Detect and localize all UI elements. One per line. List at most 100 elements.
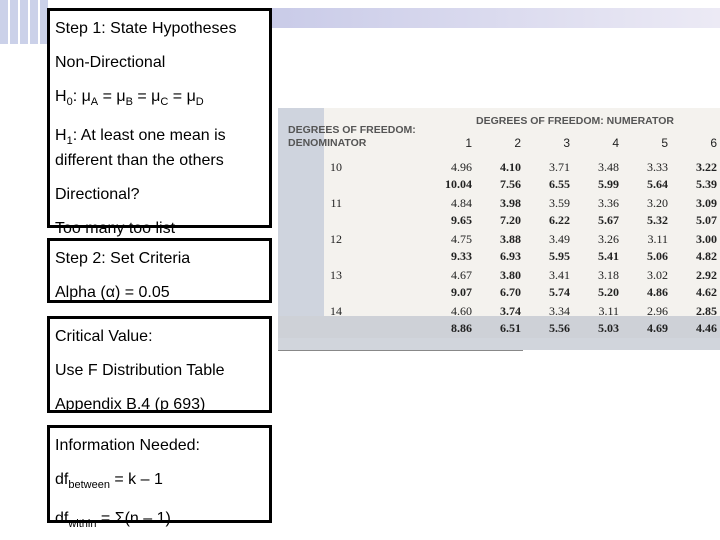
cell: 5.99 <box>598 177 619 191</box>
text: = Σ(n – 1) <box>96 510 171 528</box>
text-line: Appendix B.4 (p 693) <box>55 395 269 415</box>
text: Step 1: State Hypotheses <box>55 20 237 37</box>
text: Too many too list <box>55 220 176 238</box>
column-header: 1 <box>465 136 472 150</box>
cell: 3.11 <box>647 232 668 246</box>
text: Non-Directional <box>55 54 166 71</box>
text: Alpha (α) = 0.05 <box>55 284 170 301</box>
cell: 6.55 <box>549 177 570 191</box>
subscript: B <box>125 96 133 109</box>
row-label: 14 <box>330 304 342 318</box>
text-box: Information Needed: dfbetween = k – 1 dfwi… <box>47 425 272 530</box>
text-line: Step 2: Set Criteria <box>55 249 269 269</box>
subscript: 1 <box>66 135 73 148</box>
text-line: dfbetween = k – 1 <box>55 470 269 495</box>
text-line: Critical Value: <box>55 327 269 347</box>
subscript: between <box>68 479 110 492</box>
text: H <box>55 127 67 145</box>
text-line: Non-Directional <box>55 53 269 73</box>
cell: 7.20 <box>500 213 521 227</box>
cell: 3.20 <box>647 196 668 210</box>
highlight-row <box>278 316 720 350</box>
cell: 5.32 <box>647 213 668 227</box>
cell: 10.04 <box>445 177 472 191</box>
cell: 4.69 <box>647 321 668 335</box>
cell: 5.06 <box>647 249 668 263</box>
text: = k – 1 <box>109 471 163 488</box>
cell: 3.11 <box>598 304 619 318</box>
numerator-title: DEGREES OF FREEDOM: NUMERATOR <box>476 115 674 127</box>
cell: 5.95 <box>549 249 570 263</box>
text-line: Information Needed: <box>55 436 269 456</box>
cell: 3.02 <box>647 268 668 282</box>
decor-squares <box>0 0 48 44</box>
text-line: Use F Distribution Table <box>55 361 269 381</box>
cell: 6.22 <box>549 213 570 227</box>
cell: 3.88 <box>500 232 521 246</box>
cell: 9.65 <box>451 213 472 227</box>
decor-bar <box>270 8 720 28</box>
cell: 3.36 <box>598 196 619 210</box>
subscript: within <box>68 518 97 531</box>
cell: 4.82 <box>696 249 717 263</box>
cell: 3.33 <box>647 160 668 174</box>
text: : μ <box>72 88 91 105</box>
subscript: 0 <box>66 96 73 109</box>
cell: 3.26 <box>598 232 619 246</box>
cell: 4.96 <box>451 160 472 174</box>
text-line: Step 1: State Hypotheses <box>55 19 269 39</box>
column-header: 5 <box>661 136 668 150</box>
denominator-title: DENOMINATOR <box>288 137 367 149</box>
text: = μ <box>168 88 196 105</box>
row-label: 13 <box>330 268 342 282</box>
row-label: 10 <box>330 160 342 174</box>
cell: 9.07 <box>451 285 472 299</box>
cell: 3.34 <box>549 304 570 318</box>
cell: 5.07 <box>696 213 717 227</box>
text-line: H0: μA = μB = μC = μD <box>55 87 269 112</box>
cell: 4.10 <box>500 160 521 174</box>
cell: 3.48 <box>598 160 619 174</box>
cell: 5.56 <box>549 321 570 335</box>
cell: 7.56 <box>500 177 521 191</box>
cell: 4.46 <box>696 321 717 335</box>
cell: 3.41 <box>549 268 570 282</box>
text: df <box>55 510 69 528</box>
f-table: DEGREES OF FREEDOM: NUMERATOR DEGREES OF … <box>278 108 720 351</box>
cell: 9.33 <box>451 249 472 263</box>
cell: 5.67 <box>598 213 619 227</box>
column-header: 4 <box>612 136 619 150</box>
text-box: Step 2: Set Criteria Alpha (α) = 0.05 <box>47 238 272 303</box>
header-rule <box>278 350 523 351</box>
cell: 4.60 <box>451 304 472 318</box>
text: df <box>55 471 69 488</box>
cell: 6.70 <box>500 285 521 299</box>
cell: 4.62 <box>696 285 717 299</box>
subscript: C <box>160 96 169 109</box>
cell: 5.64 <box>647 177 668 191</box>
cell: 6.93 <box>500 249 521 263</box>
text-line: Alpha (α) = 0.05 <box>55 283 269 303</box>
text: H <box>55 88 67 105</box>
row-label: 11 <box>330 196 342 210</box>
text: Appendix B.4 (p 693) <box>55 396 206 413</box>
text: Use F Distribution Table <box>55 362 225 379</box>
text: Critical Value: <box>55 328 153 345</box>
text-box: Step 1: State Hypotheses Non-Directional H… <box>47 8 272 237</box>
cell: 6.51 <box>500 321 521 335</box>
cell: 3.98 <box>500 196 521 210</box>
cell: 5.74 <box>549 285 570 299</box>
cell: 4.86 <box>647 285 668 299</box>
subscript: A <box>90 96 99 109</box>
text: = μ <box>98 88 126 105</box>
denominator-title: DEGREES OF FREEDOM: <box>288 124 416 136</box>
cell: 5.20 <box>598 285 619 299</box>
text: : At least one mean is different than th… <box>55 127 226 170</box>
text-line: dfwithin = Σ(n – 1) <box>55 509 269 534</box>
text-line: Too many too list <box>55 219 269 239</box>
text: Step 2: Set Criteria <box>55 250 191 267</box>
cell: 3.49 <box>549 232 570 246</box>
text: = μ <box>132 88 161 105</box>
text-line: H1: At least one mean is different than … <box>55 126 269 171</box>
